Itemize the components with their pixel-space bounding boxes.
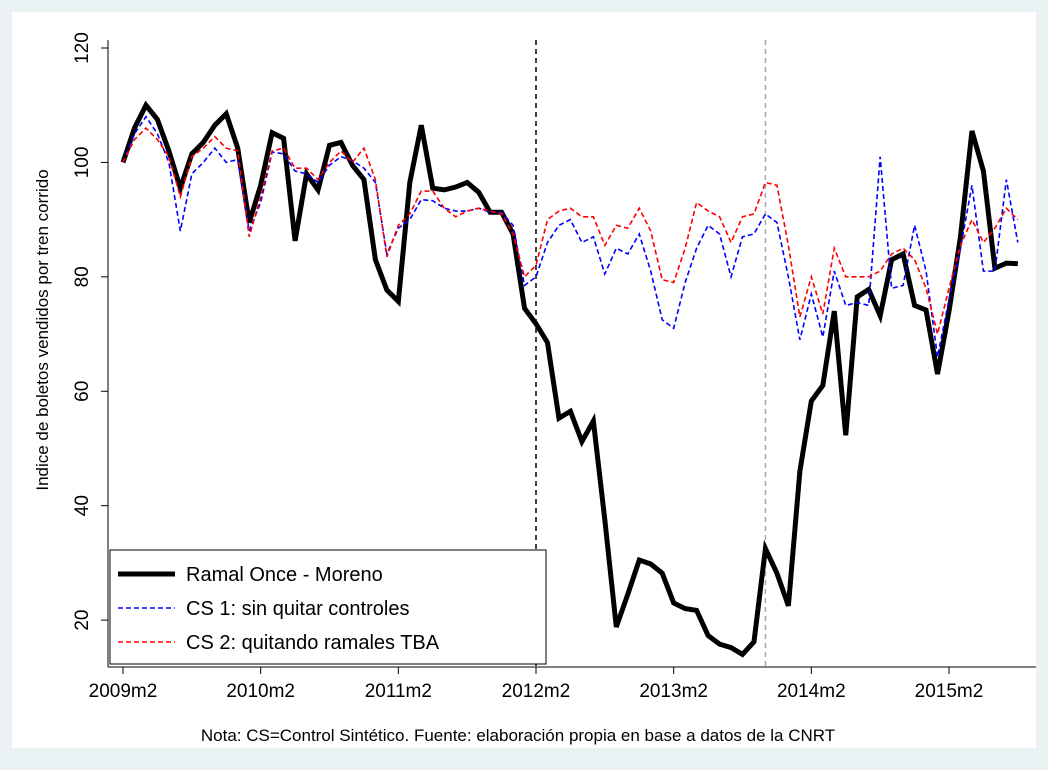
y-tick-label: 20: [72, 610, 93, 631]
series-line: [120, 100, 1018, 658]
legend-label: CS 2: quitando ramales TBA: [186, 632, 440, 654]
legend-label: CS 1: sin quitar controles: [186, 598, 409, 620]
y-tick-label: 60: [72, 381, 93, 402]
x-tick-label: 2011m2: [365, 681, 432, 702]
y-tick-label: 120: [72, 32, 93, 64]
legend-label: Ramal Once - Moreno: [186, 564, 383, 586]
note: Nota: CS=Control Sintético. Fuente: elab…: [201, 726, 835, 745]
x-tick-label: 2012m2: [502, 681, 571, 702]
y-tick-label: 40: [72, 495, 93, 516]
series-line: [122, 126, 1019, 335]
x-tick-label: 2010m2: [226, 681, 295, 702]
x-tick-label: 2015m2: [915, 681, 984, 702]
y-tick-label: 100: [72, 147, 93, 179]
y-axis-title: Indice de boletos vendidos por tren corr…: [33, 169, 52, 490]
legend-box: [109, 549, 547, 665]
y-tick-label: 80: [72, 266, 93, 287]
x-tick-label: 2014m2: [777, 681, 846, 702]
x-tick-label: 2013m2: [639, 681, 708, 702]
x-tick-label: 2009m2: [89, 681, 158, 702]
